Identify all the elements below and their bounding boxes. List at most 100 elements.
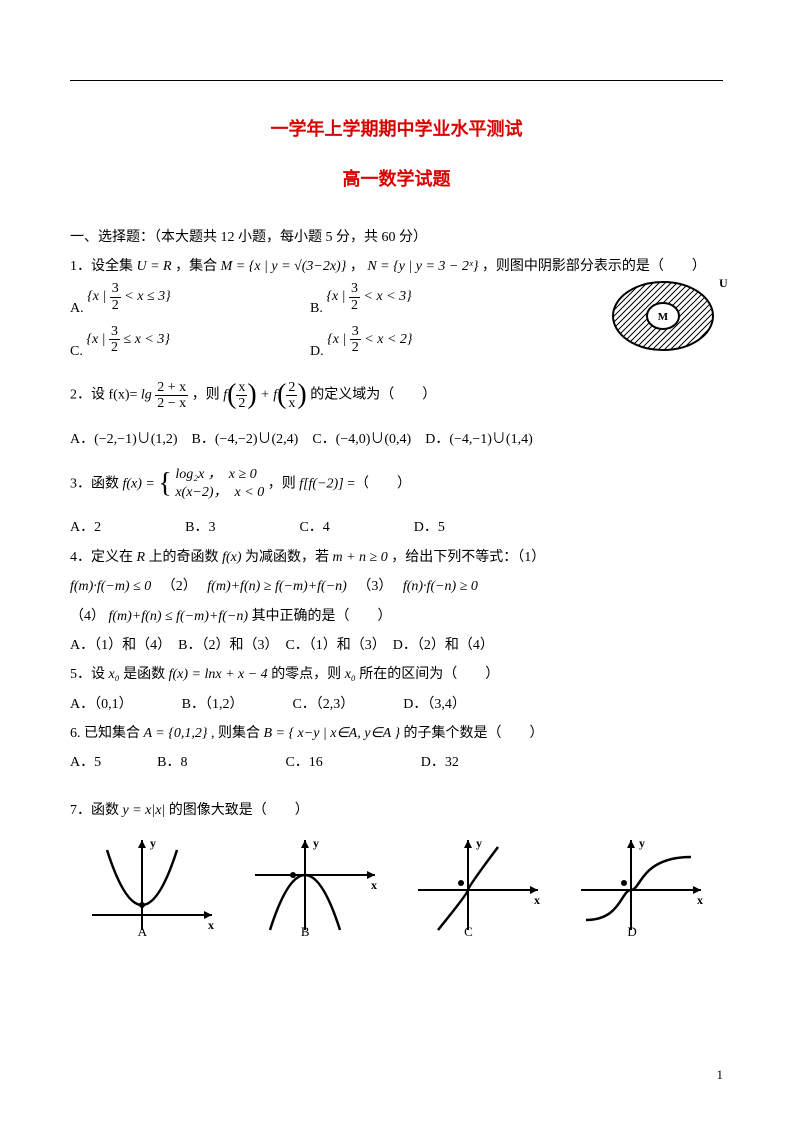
q2-text-b: ，则 — [192, 388, 224, 403]
q2-text-a: 2．设 f(x)= — [70, 388, 137, 403]
q3-row2: x(x−2)， x < 0 — [175, 484, 264, 502]
q7-label-B: B — [301, 918, 310, 945]
q5-stem: 5．设 x₀ 是函数 f(x) = lnx + x − 4 的零点，则 x₀ 所… — [70, 660, 723, 689]
q1-B-open: {x | — [326, 289, 345, 304]
q7-label-C: C — [464, 918, 473, 945]
q1-text-a: 1．设全集 — [70, 259, 133, 274]
q3-a: 3．函数 — [70, 476, 123, 491]
q1-D-open: {x | — [327, 332, 346, 347]
svg-text:y: y — [313, 836, 319, 850]
q4-a: 4．定义在 — [70, 550, 137, 565]
q6-stem: 6. 已知集合 A = {0,1,2} , 则集合 B = { x−y | x∈… — [70, 719, 723, 748]
q4-p2: （2） — [155, 579, 204, 594]
q3-stem: 3．函数 f(x) = { log₂x ， x ≥ 0 x(x−2)， x < … — [70, 455, 723, 514]
q4-d: ，给出下列不等式：（1） — [391, 550, 545, 565]
q4-c: 为减函数，若 — [245, 550, 333, 565]
q4-b: 上的奇函数 — [149, 550, 223, 565]
q1-D-prefix: D. — [310, 344, 324, 359]
q7-stem: 7．函数 y = x|x| 的图像大致是（ ） — [70, 796, 723, 825]
q7-y: y = x|x| — [123, 803, 166, 818]
q4-s3: f(n)·f(−n) ≥ 0 — [403, 579, 478, 594]
q1-A-open: {x | — [87, 289, 106, 304]
q7-graph-B: x y B — [245, 835, 385, 945]
svg-text:y: y — [476, 836, 482, 850]
q2-stem: 2．设 f(x)= lg 2 + x2 − x ，则 f(x2) + f(2x)… — [70, 366, 723, 425]
q6-A: A = {0,1,2} — [144, 726, 208, 741]
q1-text-c: ，集合 — [175, 259, 217, 274]
svg-text:y: y — [150, 836, 156, 850]
q1-A-prefix: A. — [70, 301, 84, 316]
q2-p2n: 2 — [286, 380, 297, 396]
svg-text:y: y — [639, 836, 645, 850]
q1-M: M = {x | y = √(3−2x)} — [221, 259, 347, 274]
svg-text:x: x — [534, 893, 540, 907]
q1-C-open: {x | — [86, 332, 105, 347]
q7-graph-C: x y C — [408, 835, 548, 945]
q4-tail: 其中正确的是（ ） — [252, 609, 392, 624]
q6-b: , 则集合 — [211, 726, 264, 741]
q4-fx: f(x) — [222, 550, 241, 565]
svg-text:x: x — [208, 918, 214, 932]
q1-C-num: 3 — [109, 324, 120, 340]
page-number: 1 — [717, 1061, 724, 1088]
q1-C-rel: ≤ x < 3} — [124, 332, 170, 347]
q1-D-num: 3 — [350, 324, 361, 340]
q1-B-num: 3 — [349, 281, 360, 297]
exam-title-2: 高一数学试题 — [70, 161, 723, 199]
venn-inner-label: M — [658, 311, 669, 323]
q3-b: ，则 — [268, 476, 300, 491]
q3-fx: f(x) = — [123, 476, 159, 491]
q1-B-prefix: B. — [310, 301, 323, 316]
svg-text:x: x — [697, 893, 703, 907]
q7-b: 的图像大致是（ ） — [169, 803, 309, 818]
q2-lg: lg — [141, 388, 152, 403]
q1-text-e: ， — [350, 259, 364, 274]
q4-R: R — [137, 550, 146, 565]
q5-a: 5．设 — [70, 667, 109, 682]
q1-A-den: 2 — [110, 298, 121, 313]
q5-fx: f(x) = lnx + x − 4 — [169, 667, 268, 682]
q7-a: 7．函数 — [70, 803, 123, 818]
q1-A-rel: < x ≤ 3} — [124, 289, 170, 304]
svg-text:x: x — [371, 878, 377, 892]
q6-opts: A．5 B．8 C．16 D．32 — [70, 748, 723, 777]
q4-s1: f(m)·f(−m) ≤ 0 — [70, 579, 151, 594]
q4-line3: （4） f(m)+f(n) ≤ f(−m)+f(−n) 其中正确的是（ ） — [70, 602, 723, 631]
q1-D-den: 2 — [350, 340, 361, 355]
q6-c: 的子集个数是（ ） — [404, 726, 544, 741]
q2-p2d: x — [286, 396, 297, 411]
q6-B: B = { x−y | x∈A, y∈A } — [263, 726, 400, 741]
q7-label-A: A — [138, 918, 147, 945]
q1-D-rel: < x < 2} — [364, 332, 412, 347]
q1-A-num: 3 — [110, 281, 121, 297]
q7-graphs: x y A x y B x y C — [70, 835, 723, 945]
header-rule — [70, 80, 723, 81]
q1-U: U = R — [137, 259, 172, 274]
q1-C-prefix: C. — [70, 344, 83, 359]
q1-B-rel: < x < 3} — [364, 289, 412, 304]
q3-opts: A．2 B．3 C．4 D．5 — [70, 513, 723, 542]
q3-row1: log₂x ， x ≥ 0 — [175, 466, 264, 484]
q5-x02: x₀ — [345, 667, 356, 682]
q7-graph-D: x y D — [571, 835, 711, 945]
q1-N: N = {y | y = 3 − 2ˣ} — [367, 259, 478, 274]
section-1-heading: 一、选择题：（本大题共 12 小题，每小题 5 分，共 60 分） — [70, 223, 723, 252]
q7-label-D: D — [627, 918, 636, 945]
q2-plus: + — [260, 388, 273, 403]
q4-line1: 4．定义在 R 上的奇函数 f(x) 为减函数，若 m + n ≥ 0 ，给出下… — [70, 543, 723, 572]
q2-p1d: 2 — [236, 396, 247, 411]
q5-b: 是函数 — [123, 667, 169, 682]
q4-cond: m + n ≥ 0 — [333, 550, 388, 565]
q5-d: 所在的区间为（ ） — [359, 667, 499, 682]
q4-p3: （3） — [350, 579, 399, 594]
q2-den: 2 − x — [155, 396, 188, 411]
q1-B-den: 2 — [349, 298, 360, 313]
q4-line2: f(m)·f(−m) ≤ 0 （2） f(m)+f(n) ≥ f(−m)+f(−… — [70, 572, 723, 601]
q7-graph-A: x y A — [82, 835, 222, 945]
q1-C-den: 2 — [109, 340, 120, 355]
q4-p4: （4） — [70, 609, 105, 624]
q4-opts: A．（1）和（4） B．（2）和（3） C．（1）和（3） D．（2）和（4） — [70, 631, 723, 660]
q3-ff: f[f(−2)] — [299, 476, 343, 491]
q2-p1n: x — [236, 380, 247, 396]
q4-s4: f(m)+f(n) ≤ f(−m)+f(−n) — [109, 609, 249, 624]
